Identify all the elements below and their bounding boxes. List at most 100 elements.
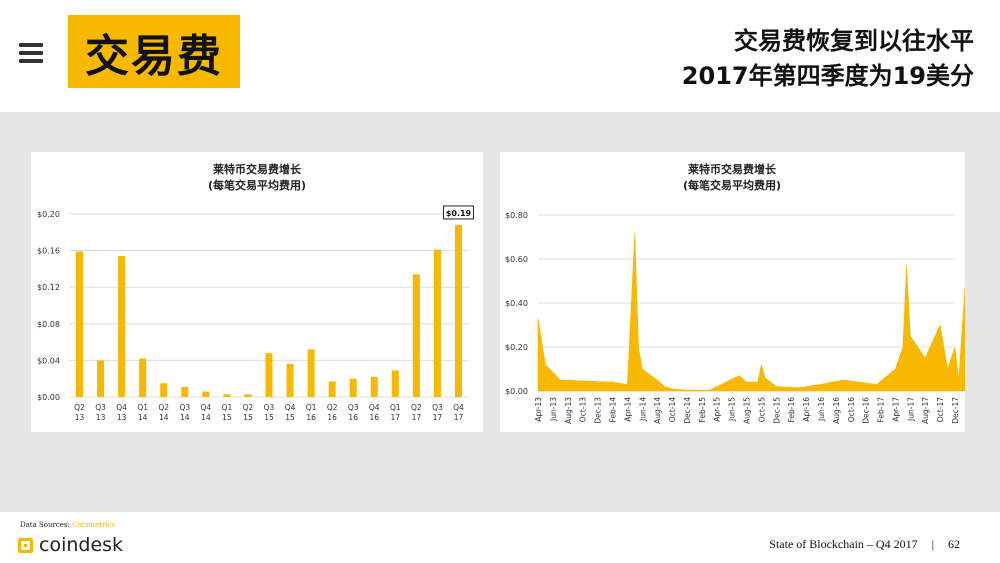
x-tick-year: 14 bbox=[201, 413, 211, 422]
chart-title: 莱特币交易费增长 bbox=[688, 162, 777, 176]
x-tick-label: Jun-17 bbox=[906, 397, 915, 422]
x-tick-quarter: Q1 bbox=[390, 403, 401, 412]
area-chart-panel: 莱特币交易费增长 (每笔交易平均费用) $0.00 $0.20 $0.40 $0.60 $0… bbox=[500, 152, 965, 432]
x-tick-label: Apr-14 bbox=[623, 397, 632, 422]
logo-text: coindesk bbox=[39, 534, 124, 556]
x-tick-quarter: Q3 bbox=[179, 403, 190, 412]
x-tick-label: Aug-16 bbox=[832, 397, 841, 424]
x-tick-year: 14 bbox=[138, 413, 148, 422]
x-tick-year: 16 bbox=[306, 413, 316, 422]
footer-separator: | bbox=[931, 537, 934, 551]
annotation-label: $0.19 bbox=[446, 209, 472, 218]
x-tick-year: 15 bbox=[222, 413, 232, 422]
data-source: Data Sources: Coinmetrics bbox=[20, 521, 115, 529]
bar-chart: 莱特币交易费增长 (每笔交易平均费用) $0.00 $0.04 $0.08 $0.12 $0… bbox=[37, 162, 474, 422]
bar bbox=[202, 391, 210, 397]
x-tick-year: 17 bbox=[454, 413, 464, 422]
top-bar: 交易费 交易费恢复到以往水平 2017年第四季度为19美分 bbox=[0, 0, 1000, 112]
y-tick-label: $0.16 bbox=[37, 247, 60, 256]
y-tick-label: $0.00 bbox=[37, 393, 60, 402]
x-tick-year: 13 bbox=[117, 413, 127, 422]
y-tick-label: $0.00 bbox=[505, 387, 528, 396]
coindesk-logo: coindesk bbox=[18, 534, 124, 556]
y-tick-label: $0.60 bbox=[505, 255, 528, 264]
bar bbox=[433, 249, 441, 397]
x-tick-quarter: Q4 bbox=[116, 403, 127, 412]
hamburger-menu-icon[interactable] bbox=[19, 43, 43, 63]
bar bbox=[307, 349, 315, 397]
bar bbox=[139, 358, 147, 397]
x-tick-label: Aug-17 bbox=[921, 397, 930, 424]
bar bbox=[244, 394, 252, 397]
x-tick-label: Aug-15 bbox=[743, 397, 752, 424]
x-tick-label: Oct-13 bbox=[579, 397, 588, 422]
x-tick-quarter: Q3 bbox=[95, 403, 106, 412]
section-title: 交易费 bbox=[68, 15, 240, 88]
x-tick-label: Oct-17 bbox=[936, 397, 945, 422]
x-tick-quarter: Q2 bbox=[243, 403, 254, 412]
x-tick-label: Feb-17 bbox=[877, 397, 886, 423]
x-tick-year: 15 bbox=[264, 413, 274, 422]
x-tick-label: Apr-17 bbox=[891, 397, 900, 422]
y-tick-label: $0.40 bbox=[505, 299, 528, 308]
bar bbox=[118, 256, 126, 397]
x-tick-label: Dec-13 bbox=[594, 397, 603, 424]
x-tick-year: 16 bbox=[369, 413, 379, 422]
bar bbox=[412, 274, 420, 397]
bar bbox=[454, 224, 462, 397]
x-tick-year: 17 bbox=[412, 413, 422, 422]
y-tick-label: $0.20 bbox=[37, 210, 60, 219]
bar bbox=[391, 370, 399, 397]
x-tick-label: Feb-15 bbox=[698, 397, 707, 423]
y-tick-label: $0.08 bbox=[37, 320, 60, 329]
bar bbox=[349, 378, 357, 397]
x-tick-year: 17 bbox=[433, 413, 443, 422]
bar bbox=[370, 376, 378, 397]
headline-line-1: 交易费恢复到以往水平 bbox=[734, 27, 974, 55]
report-title: State of Blockchain – Q4 2017 bbox=[769, 537, 918, 551]
x-tick-quarter: Q1 bbox=[137, 403, 148, 412]
chart-title: 莱特币交易费增长 bbox=[213, 162, 302, 176]
chart-subtitle: (每笔交易平均费用) bbox=[208, 178, 306, 192]
x-tick-year: 14 bbox=[159, 413, 169, 422]
chart-subtitle: (每笔交易平均费用) bbox=[683, 178, 781, 192]
x-tick-quarter: Q1 bbox=[222, 403, 233, 412]
x-tick-quarter: Q4 bbox=[369, 403, 380, 412]
x-tick-label: Jun-13 bbox=[549, 397, 558, 422]
x-tick-label: Oct-15 bbox=[757, 397, 766, 422]
x-tick-year: 15 bbox=[243, 413, 253, 422]
y-tick-label: $0.20 bbox=[505, 343, 528, 352]
x-tick-quarter: Q2 bbox=[327, 403, 338, 412]
y-tick-label: $0.80 bbox=[505, 211, 528, 220]
x-tick-label: Dec-17 bbox=[951, 397, 960, 424]
x-tick-quarter: Q1 bbox=[306, 403, 317, 412]
bar bbox=[286, 364, 294, 397]
x-tick-label: Apr-16 bbox=[802, 397, 811, 422]
x-tick-label: Jun-14 bbox=[638, 397, 647, 422]
annotation-box bbox=[442, 205, 474, 220]
bar bbox=[97, 360, 105, 397]
bar bbox=[328, 381, 336, 397]
x-tick-quarter: Q2 bbox=[411, 403, 422, 412]
x-tick-quarter: Q4 bbox=[453, 403, 464, 412]
x-tick-year: 13 bbox=[75, 413, 85, 422]
page-number: 62 bbox=[948, 537, 960, 551]
data-source-link[interactable]: Coinmetrics bbox=[72, 521, 116, 529]
x-tick-year: 13 bbox=[96, 413, 106, 422]
area-chart: 莱特币交易费增长 (每笔交易平均费用) $0.00 $0.20 $0.40 $0.60 $0… bbox=[505, 162, 965, 424]
x-tick-year: 16 bbox=[348, 413, 358, 422]
x-tick-label: Jun-15 bbox=[728, 397, 737, 422]
bar-chart-panel: 莱特币交易费增长 (每笔交易平均费用) $0.00 $0.04 $0.08 $0.12 $0… bbox=[31, 152, 483, 432]
x-tick-year: 15 bbox=[285, 413, 295, 422]
y-tick-label: $0.04 bbox=[37, 356, 60, 365]
x-tick-label: Dec-14 bbox=[683, 397, 692, 424]
y-tick-label: $0.12 bbox=[37, 283, 60, 292]
x-tick-quarter: Q4 bbox=[285, 403, 296, 412]
coindesk-logo-icon bbox=[18, 537, 33, 553]
x-tick-quarter: Q4 bbox=[200, 403, 211, 412]
bar bbox=[160, 383, 168, 397]
headline-line-2: 2017年第四季度为19美分 bbox=[681, 62, 974, 90]
x-tick-label: Jun-16 bbox=[817, 397, 826, 422]
x-tick-label: Feb-16 bbox=[787, 397, 796, 423]
x-tick-label: Oct-14 bbox=[668, 397, 677, 422]
